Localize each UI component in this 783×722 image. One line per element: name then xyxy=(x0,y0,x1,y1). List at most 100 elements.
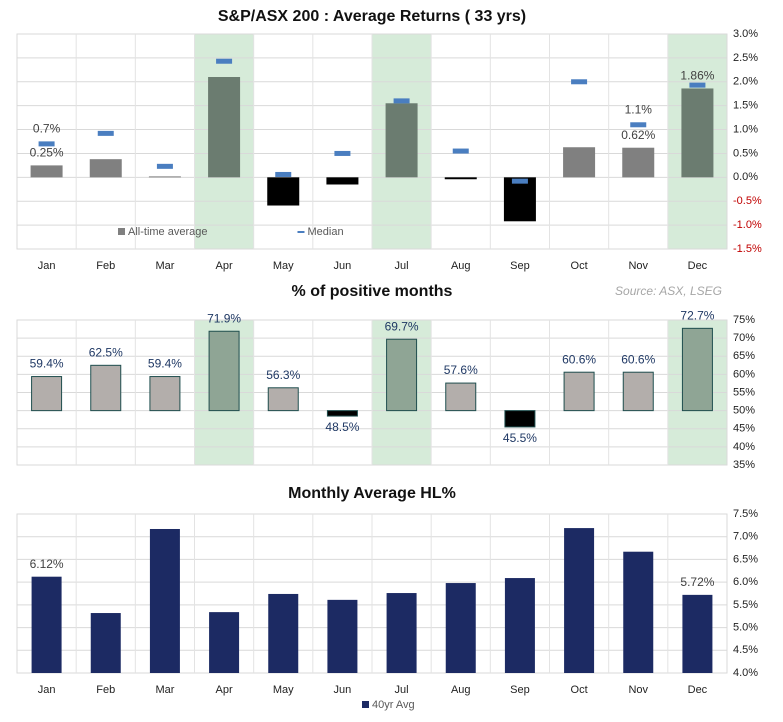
bar xyxy=(267,387,299,412)
bar xyxy=(267,177,300,206)
bar xyxy=(385,103,418,178)
bar xyxy=(149,376,181,412)
bar xyxy=(503,177,536,222)
y-tick-label: 5.5% xyxy=(733,599,758,611)
bar xyxy=(504,578,535,673)
bar xyxy=(623,551,654,673)
value-label: 69.7% xyxy=(385,319,419,333)
bar xyxy=(386,593,417,673)
value-label: 57.6% xyxy=(444,363,478,377)
x-tick-label: Apr xyxy=(216,260,233,272)
bar xyxy=(30,165,63,178)
x-tick-label: Jan xyxy=(38,260,56,272)
y-tick-label: 0.5% xyxy=(733,147,758,159)
bar xyxy=(445,583,476,673)
y-tick-label: 60% xyxy=(733,368,755,380)
value-label: 60.6% xyxy=(621,352,655,366)
x-tick-label: Jul xyxy=(395,684,409,696)
y-tick-label: 0.0% xyxy=(733,171,758,183)
value-label: 48.5% xyxy=(325,420,359,434)
y-tick-label: 7.5% xyxy=(733,508,758,520)
y-tick-label: 5.0% xyxy=(733,621,758,633)
x-tick-label: Nov xyxy=(628,684,648,696)
x-tick-label: Apr xyxy=(216,684,233,696)
legend-swatch xyxy=(362,701,369,708)
bar xyxy=(89,159,122,178)
median-marker xyxy=(571,79,588,85)
y-tick-label: 65% xyxy=(733,350,755,362)
legend-label: 40yr Avg xyxy=(372,699,415,711)
median-marker xyxy=(97,130,114,136)
y-tick-label: 4.0% xyxy=(733,667,758,679)
y-tick-label: 6.5% xyxy=(733,553,758,565)
bar xyxy=(445,382,477,412)
y-tick-label: -1.5% xyxy=(733,243,762,255)
y-tick-label: 50% xyxy=(733,405,755,417)
value-label: 59.4% xyxy=(148,357,182,371)
median-marker xyxy=(216,58,233,64)
y-tick-label: 2.0% xyxy=(733,76,758,88)
x-tick-label: Jul xyxy=(395,260,409,272)
value-label: 0.7% xyxy=(33,122,61,136)
bar xyxy=(682,594,713,673)
bar xyxy=(444,177,477,180)
bar xyxy=(31,576,62,673)
x-tick-label: Jun xyxy=(334,684,352,696)
y-tick-label: 70% xyxy=(733,332,755,344)
bar xyxy=(209,612,240,673)
value-label: 0.62% xyxy=(621,128,655,142)
bar xyxy=(622,371,654,412)
chart-title: % of positive months xyxy=(292,283,453,300)
value-label: 56.3% xyxy=(266,368,300,382)
x-tick-label: Sep xyxy=(510,260,530,272)
x-tick-label: Oct xyxy=(571,684,588,696)
y-tick-label: 1.0% xyxy=(733,123,758,135)
bar xyxy=(326,410,358,417)
value-label: 62.5% xyxy=(89,345,123,359)
x-tick-label: Feb xyxy=(96,684,115,696)
bar xyxy=(268,593,299,673)
bar xyxy=(90,364,122,412)
y-tick-label: 3.0% xyxy=(733,28,758,40)
x-tick-label: May xyxy=(273,684,294,696)
source-note: Source: ASX, LSEG xyxy=(615,284,722,298)
median-marker xyxy=(334,150,351,156)
median-marker xyxy=(393,98,410,104)
legend-label: All-time average xyxy=(128,226,207,238)
x-tick-label: Mar xyxy=(155,260,174,272)
x-tick-label: Aug xyxy=(451,260,471,272)
bar xyxy=(681,327,713,412)
y-tick-label: 45% xyxy=(733,423,755,435)
x-tick-label: Nov xyxy=(628,260,648,272)
value-label: 5.72% xyxy=(680,575,714,589)
legend-swatch xyxy=(297,231,305,233)
median-marker xyxy=(630,122,647,128)
x-tick-label: Aug xyxy=(451,684,471,696)
x-tick-label: Oct xyxy=(571,260,588,272)
chart-title: S&P/ASX 200 : Average Returns ( 33 yrs) xyxy=(218,8,526,25)
value-label: 45.5% xyxy=(503,431,537,445)
value-label: 1.1% xyxy=(625,102,653,116)
x-tick-label: Jun xyxy=(334,260,352,272)
y-tick-label: 1.5% xyxy=(733,100,758,112)
x-tick-label: Dec xyxy=(688,684,708,696)
y-tick-label: 6.0% xyxy=(733,576,758,588)
bar xyxy=(90,613,121,673)
y-tick-label: -0.5% xyxy=(733,195,762,207)
bar xyxy=(208,77,241,178)
median-marker xyxy=(275,171,292,177)
y-tick-label: 4.5% xyxy=(733,644,758,656)
bar xyxy=(31,376,63,412)
value-label: 59.4% xyxy=(30,357,64,371)
y-tick-label: 55% xyxy=(733,386,755,398)
bar xyxy=(622,147,655,178)
value-label: 6.12% xyxy=(30,557,64,571)
y-tick-label: 2.5% xyxy=(733,52,758,64)
bar xyxy=(681,88,714,178)
y-tick-label: 75% xyxy=(733,314,755,326)
bar xyxy=(327,599,358,673)
median-marker xyxy=(452,148,469,154)
y-tick-label: 7.0% xyxy=(733,531,758,543)
legend-label: Median xyxy=(307,226,343,238)
x-tick-label: Mar xyxy=(155,684,174,696)
